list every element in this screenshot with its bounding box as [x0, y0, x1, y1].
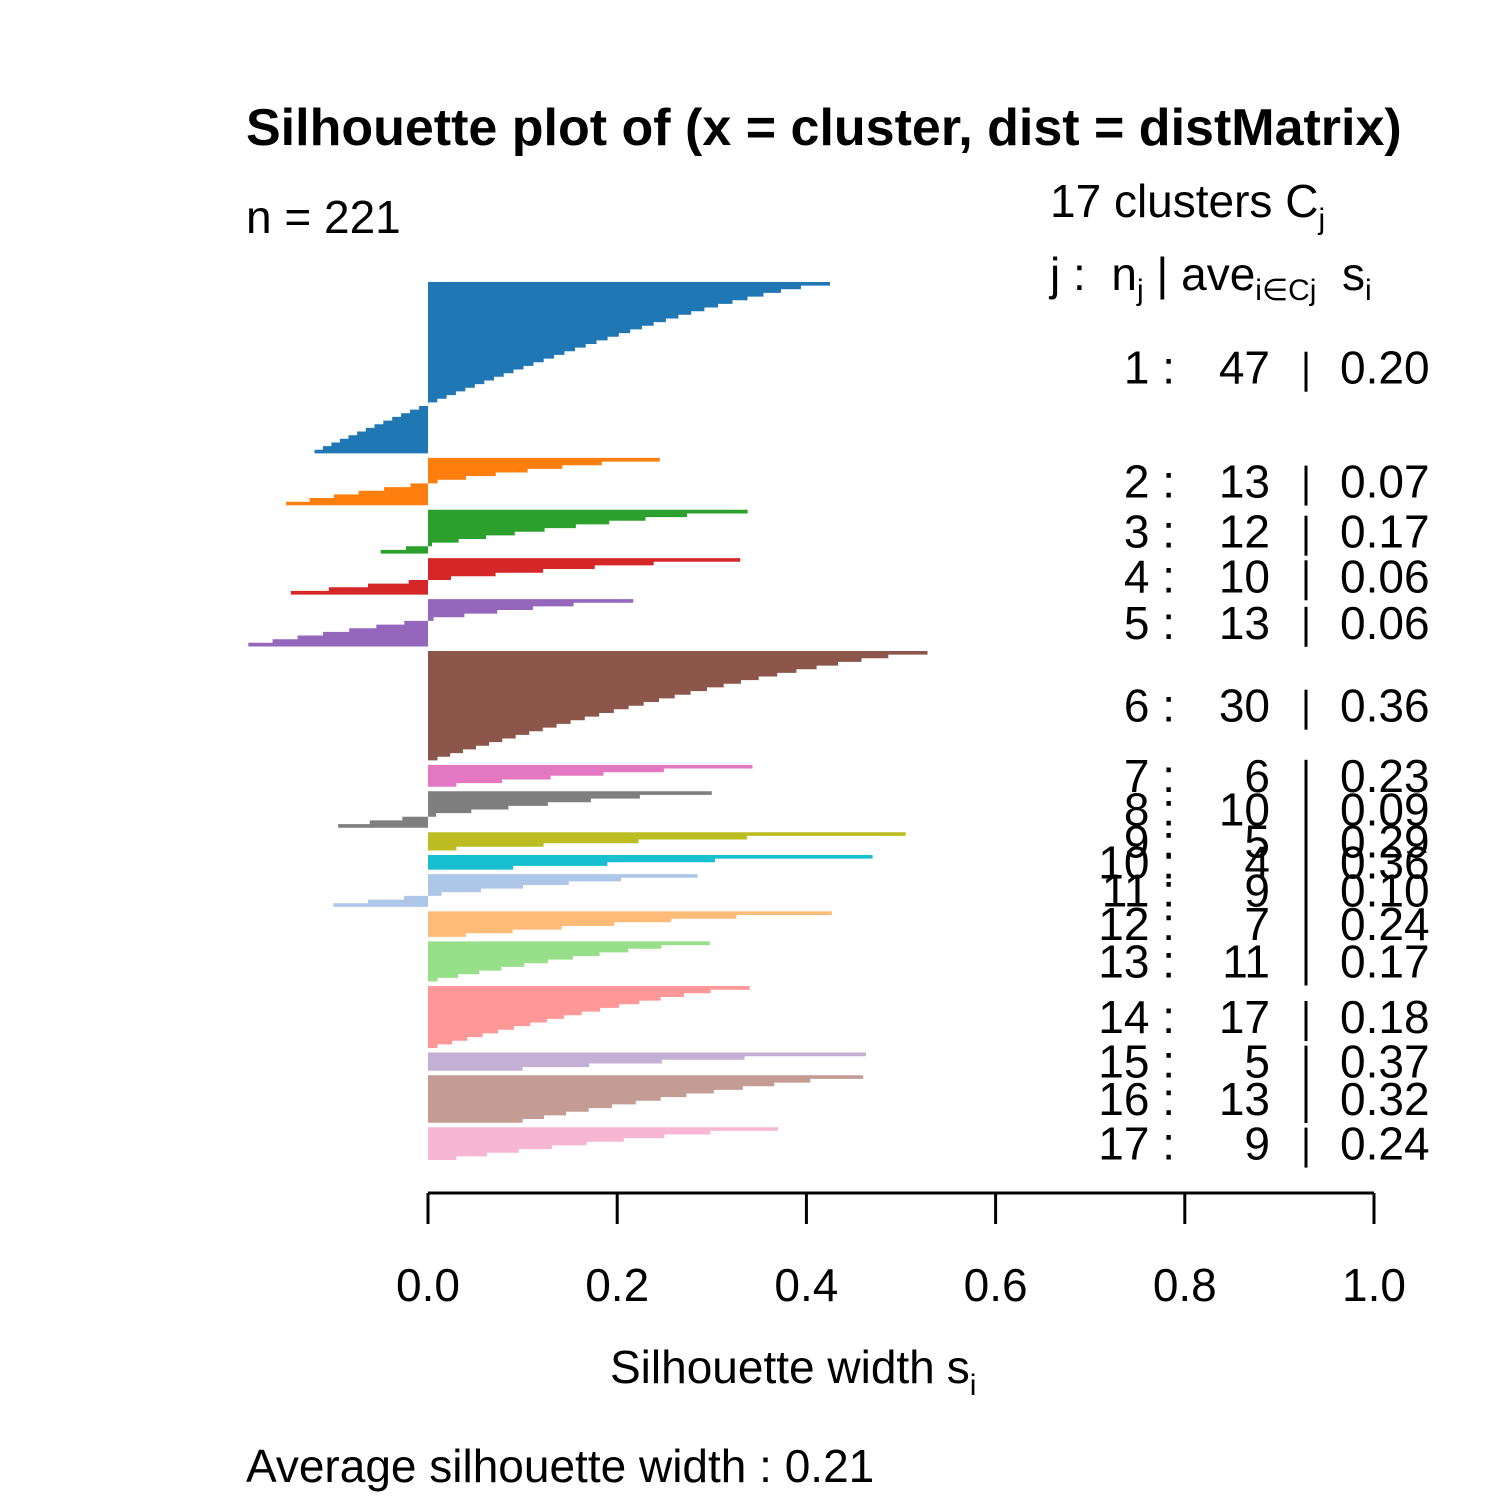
cluster-label-n-7: 6 — [1244, 750, 1270, 802]
cluster-bar-6 — [428, 651, 928, 761]
cluster-label-ave-4: 0.06 — [1340, 550, 1430, 602]
cluster-labels: 1 :47 0.202 :13 0.073 :12 0.174 :10 0.065 :1… — [1098, 342, 1429, 1170]
plot-title: Silhouette plot of (x = cluster, dist = … — [246, 99, 1402, 157]
cluster-label-n-8: 10 — [1219, 784, 1270, 836]
cluster-label-id-10: 10 : — [1098, 836, 1175, 888]
cluster-bar-15 — [428, 1052, 866, 1071]
cluster-label-ave-8: 0.09 — [1340, 784, 1430, 836]
cluster-label-ave-17: 0.24 — [1340, 1118, 1430, 1170]
legend-header-line2-a-sub: j — [1136, 274, 1144, 307]
silhouette-bars — [248, 282, 928, 1160]
cluster-bar-11 — [333, 874, 698, 907]
cluster-label-id-3: 3 : — [1124, 506, 1175, 558]
x-tick-label-0: 0.0 — [396, 1259, 460, 1311]
cluster-bar-3 — [380, 509, 748, 554]
x-tick-label-3: 0.6 — [964, 1259, 1028, 1311]
cluster-label-id-8: 8 : — [1124, 784, 1175, 836]
legend-header-line2-b-sub: i∈Cj — [1255, 274, 1316, 307]
legend-header-line2-c: s — [1316, 248, 1365, 300]
cluster-label-id-12: 12 : — [1098, 898, 1175, 950]
cluster-label-ave-3: 0.17 — [1340, 506, 1430, 558]
cluster-bar-17 — [428, 1127, 778, 1160]
cluster-label-id-9: 9 : — [1124, 815, 1175, 867]
cluster-bar-14 — [428, 986, 750, 1048]
x-axis-label-var: s — [947, 1341, 970, 1393]
cluster-label-ave-7: 0.23 — [1340, 750, 1430, 802]
x-tick-label-2: 0.4 — [774, 1259, 838, 1311]
cluster-label-id-7: 7 : — [1124, 750, 1175, 802]
cluster-label-n-12: 7 — [1244, 898, 1270, 950]
cluster-label-ave-9: 0.29 — [1340, 815, 1430, 867]
cluster-label-ave-1: 0.20 — [1340, 342, 1430, 394]
cluster-label-n-10: 4 — [1244, 836, 1270, 888]
legend-header-line1-text: 17 clusters C — [1050, 175, 1318, 227]
cluster-bar-4 — [290, 558, 741, 595]
cluster-label-ave-5: 0.06 — [1340, 597, 1430, 649]
cluster-label-ave-12: 0.24 — [1340, 898, 1430, 950]
cluster-label-n-15: 5 — [1244, 1036, 1270, 1088]
cluster-label-id-13: 13 : — [1098, 936, 1175, 988]
cluster-label-id-1: 1 : — [1124, 342, 1175, 394]
cluster-label-n-13: 11 — [1222, 936, 1270, 988]
cluster-label-n-17: 9 — [1244, 1118, 1270, 1170]
cluster-label-n-3: 12 — [1219, 506, 1270, 558]
cluster-bar-12 — [428, 911, 832, 937]
cluster-bar-13 — [428, 941, 710, 982]
cluster-bar-9 — [428, 832, 906, 851]
x-axis: 0.0 0.2 0.4 0.6 0.8 1.0 — [396, 1191, 1406, 1311]
legend-header-line1: 17 clusters Cj — [1050, 175, 1325, 236]
legend-header-line2-c-sub: i — [1365, 274, 1372, 307]
average-width-footer: Average silhouette width : 0.21 — [246, 1440, 874, 1492]
x-tick-label-1: 0.2 — [585, 1259, 649, 1311]
cluster-label-n-9: 5 — [1244, 815, 1270, 867]
cluster-label-n-16: 13 — [1219, 1073, 1270, 1125]
cluster-label-id-2: 2 : — [1124, 456, 1175, 508]
cluster-label-id-6: 6 : — [1124, 680, 1175, 732]
cluster-bar-2 — [286, 457, 660, 506]
cluster-label-ave-10: 0.36 — [1340, 836, 1430, 888]
cluster-label-id-16: 16 : — [1098, 1073, 1175, 1125]
legend-header-line1-sub: j — [1317, 203, 1325, 236]
legend-header-line2-b: | ave — [1144, 248, 1256, 300]
cluster-label-id-17: 17 : — [1098, 1118, 1175, 1170]
cluster-label-n-6: 30 — [1219, 680, 1270, 732]
cluster-bar-7 — [428, 764, 753, 787]
cluster-label-n-5: 13 — [1219, 597, 1270, 649]
x-axis-label-text: Silhouette width — [610, 1341, 935, 1393]
cluster-label-id-14: 14 : — [1098, 991, 1175, 1043]
cluster-bar-8 — [338, 791, 712, 828]
cluster-bar-1 — [314, 282, 830, 454]
cluster-label-id-15: 15 : — [1098, 1036, 1175, 1088]
cluster-label-ave-13: 0.17 — [1340, 936, 1430, 988]
cluster-label-n-11: 9 — [1244, 865, 1270, 917]
cluster-label-id-11: 11 : — [1102, 865, 1175, 917]
cluster-label-n-4: 10 — [1219, 550, 1270, 602]
legend-header-line2: j : nj | avei∈Cj si — [1048, 248, 1372, 307]
cluster-label-id-5: 5 : — [1124, 597, 1175, 649]
cluster-label-n-2: 13 — [1219, 456, 1270, 508]
x-tick-label-5: 1.0 — [1342, 1259, 1406, 1311]
cluster-bar-16 — [428, 1075, 864, 1123]
n-label: n = 221 — [246, 191, 401, 243]
cluster-label-ave-14: 0.18 — [1340, 991, 1430, 1043]
cluster-label-id-4: 4 : — [1124, 550, 1175, 602]
cluster-label-n-14: 17 — [1219, 991, 1270, 1043]
cluster-label-ave-15: 0.37 — [1340, 1036, 1430, 1088]
cluster-label-ave-11: 0.10 — [1340, 865, 1430, 917]
cluster-label-ave-6: 0.36 — [1340, 680, 1430, 732]
x-axis-label: Silhouette width si — [610, 1341, 976, 1402]
x-axis-label-sub: i — [970, 1369, 977, 1402]
cluster-label-n-1: 47 — [1219, 342, 1270, 394]
cluster-label-ave-2: 0.07 — [1340, 456, 1430, 508]
legend-header-line2-a: j : n — [1048, 248, 1137, 300]
cluster-label-ave-16: 0.32 — [1340, 1073, 1430, 1125]
cluster-bar-5 — [248, 599, 634, 647]
x-tick-label-4: 0.8 — [1153, 1259, 1217, 1311]
cluster-bar-10 — [428, 855, 873, 870]
